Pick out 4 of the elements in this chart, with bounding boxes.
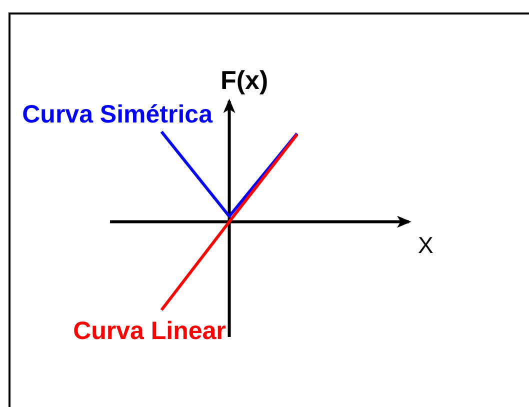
series-label: Curva Linear [73, 316, 226, 345]
y-axis-title: F(x) [220, 65, 268, 95]
x-axis-title: X [418, 232, 434, 258]
series-label: Curva Simétrica [22, 100, 214, 129]
